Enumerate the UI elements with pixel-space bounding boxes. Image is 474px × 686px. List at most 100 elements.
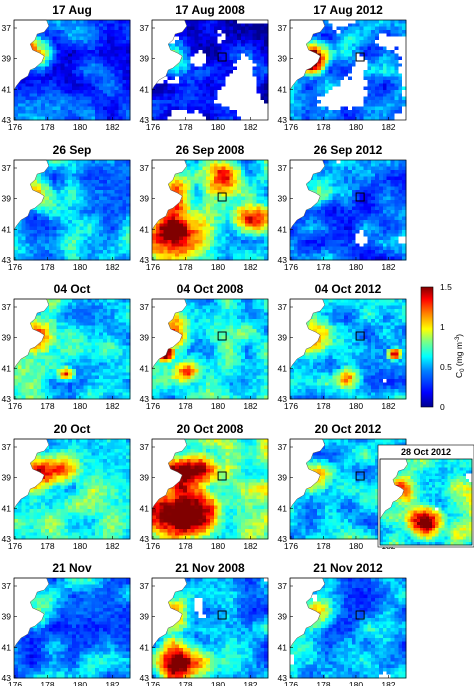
panel-26-sep-2012-station-box (355, 192, 365, 202)
panel-17-aug-2008-ytick: 39 (140, 54, 150, 64)
panel-20-oct-2008-xtick: 180 (211, 541, 225, 551)
panel-20-oct-title: 20 Oct (54, 422, 91, 436)
panel-17-aug-ytick: 43 (2, 115, 12, 125)
panel-20-oct-2008-ytick: 43 (140, 534, 150, 544)
panel-04-oct-2008-ytick: 41 (140, 363, 150, 373)
panel-20-oct-2008-land (151, 438, 188, 510)
panel-04-oct-xtick: 180 (73, 401, 87, 411)
panel-17-aug-frame (13, 19, 131, 121)
panel-21-nov-ytick: 39 (2, 612, 12, 622)
panel-26-sep-2008-station-box (217, 192, 227, 202)
panel-26-sep-frame (13, 159, 131, 261)
panel-20-oct-ytick: 37 (2, 442, 12, 452)
panel-20-oct-xtick: 176 (8, 541, 22, 551)
panel-04-oct-2012-xtick: 182 (381, 401, 395, 411)
panel-21-nov-2012-land (289, 577, 326, 649)
panel-20-oct-field (14, 439, 131, 540)
panel-26-sep-2012-land (289, 159, 326, 231)
panel-17-aug-xtick: 176 (8, 122, 22, 132)
colorbar-tick-1-5: 1.5 (440, 282, 452, 292)
panel-17-aug-2012-ytick: 37 (278, 23, 288, 33)
panel-26-sep-2008-xtick: 176 (146, 262, 160, 272)
panel-26-sep-ytick: 39 (2, 194, 12, 204)
panel-26-sep-2008-xtick: 178 (178, 262, 192, 272)
panel-04-oct-2012-ytick: 43 (278, 394, 288, 404)
panel-17-aug-ytick: 41 (2, 84, 12, 94)
panel-20-oct-2008-ytick: 39 (140, 473, 150, 483)
panel-04-oct-2008-title: 04 Oct 2008 (177, 282, 244, 296)
panel-20-oct-2008-frame (151, 438, 269, 540)
panel-26-sep-ytick: 41 (2, 224, 12, 234)
panel-04-oct-2008-ytick: 43 (140, 394, 150, 404)
panel-21-nov-2008-station-box (217, 610, 227, 620)
panel-21-nov-ytick: 37 (2, 581, 12, 591)
panel-26-sep-land (13, 159, 50, 231)
panel-17-aug-2008-ytick: 37 (140, 23, 150, 33)
panel-21-nov-2008-title: 21 Nov 2008 (175, 561, 245, 575)
panel-20-oct-xtick: 180 (73, 541, 87, 551)
inset-frame (379, 458, 473, 546)
panel-26-sep-2012-xtick: 178 (316, 262, 330, 272)
panel-21-nov-2012-station-box (355, 610, 365, 620)
panel-20-oct-2012-station-box (355, 471, 365, 481)
colorbar-tick-0: 0 (440, 402, 445, 412)
panel-17-aug-2008-xtick: 176 (146, 122, 160, 132)
panel-26-sep-2012-xtick: 182 (381, 262, 395, 272)
panel-21-nov-2008-xtick: 178 (178, 680, 192, 686)
panel-20-oct-2012-ytick: 41 (278, 503, 288, 513)
panel-21-nov-2012-ytick: 39 (278, 612, 288, 622)
panel-04-oct-2008-ytick: 37 (140, 302, 150, 312)
panel-04-oct-title: 04 Oct (54, 282, 91, 296)
panel-21-nov-2012-title: 21 Nov 2012 (313, 561, 383, 575)
panel-20-oct-2012-land (289, 438, 326, 510)
panel-20-oct-2008-ytick: 37 (140, 442, 150, 452)
panel-04-oct-2012-station-box (355, 331, 365, 341)
panel-26-sep-2008-xtick: 182 (243, 262, 257, 272)
panel-17-aug-2012-title: 17 Aug 2012 (313, 3, 383, 17)
panel-26-sep-2012-title: 26 Sep 2012 (314, 143, 383, 157)
panel-20-oct-2012-xtick: 176 (284, 541, 298, 551)
panel-26-sep-2008-ytick: 41 (140, 224, 150, 234)
panel-21-nov-2012-frame (289, 577, 407, 679)
panel-17-aug-2012-ytick: 41 (278, 84, 288, 94)
panel-17-aug-2008-title: 17 Aug 2008 (175, 3, 245, 17)
panel-20-oct-2012-ytick: 39 (278, 473, 288, 483)
colorbar: 1.5 1 0.5 0 C0 (mg m-3) (420, 282, 466, 412)
panel-21-nov-2012-xtick: 178 (316, 680, 330, 686)
panel-21-nov-2008-ytick: 39 (140, 612, 150, 622)
panel-04-oct-2012-frame (289, 298, 407, 400)
panel-17-aug-2012-xtick: 178 (316, 122, 330, 132)
panel-04-oct-2012-ytick: 39 (278, 333, 288, 343)
panel-20-oct-2008-field (152, 439, 269, 540)
panel-20-oct-2008-title: 20 Oct 2008 (177, 422, 244, 436)
panel-20-oct-ytick: 43 (2, 534, 12, 544)
inset-title: 28 Oct 2012 (401, 447, 451, 457)
panel-04-oct-2012-title: 04 Oct 2012 (315, 282, 382, 296)
panel-20-oct-2012-xtick: 180 (349, 541, 363, 551)
panel-04-oct-2012-xtick: 178 (316, 401, 330, 411)
panel-04-oct-2012-xtick: 180 (349, 401, 363, 411)
panel-17-aug-2008-xtick: 182 (243, 122, 257, 132)
panel-26-sep-2008-frame (151, 159, 269, 261)
panel-21-nov-2012-ytick: 37 (278, 581, 288, 591)
panel-04-oct-2008-xtick: 178 (178, 401, 192, 411)
inset-land (379, 458, 408, 520)
panel-26-sep-2008-xtick: 180 (211, 262, 225, 272)
panel-04-oct-2012-field (290, 299, 407, 400)
panel-17-aug-title: 17 Aug (52, 3, 92, 17)
panel-04-oct-xtick: 178 (40, 401, 54, 411)
panel-17-aug-xtick: 182 (105, 122, 119, 132)
panel-26-sep-2008-ytick: 43 (140, 255, 150, 265)
panel-17-aug-2012-ytick: 43 (278, 115, 288, 125)
panel-21-nov-xtick: 180 (73, 680, 87, 686)
panel-26-sep-2012-frame (289, 159, 407, 261)
